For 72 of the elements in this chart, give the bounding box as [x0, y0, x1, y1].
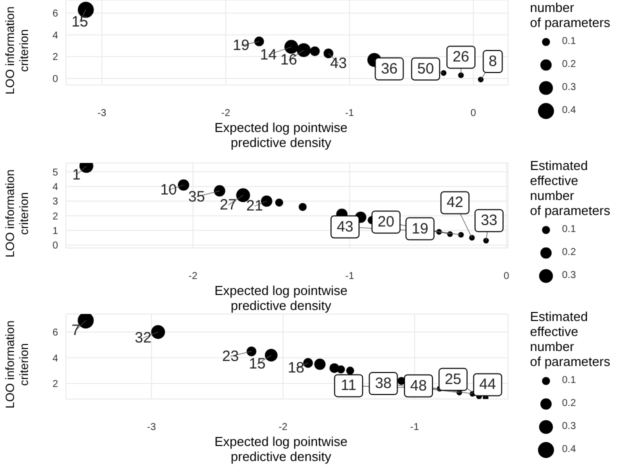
annotation: 36	[380, 60, 398, 78]
annotation: 10	[160, 181, 177, 198]
annotation: 19	[412, 220, 428, 238]
legend-label: 0.4	[562, 444, 576, 455]
x-axis-title: Expected log pointwise predictive density	[214, 283, 348, 313]
y-tick-label: 4	[52, 30, 58, 42]
annotation: 35	[188, 188, 205, 206]
legend-label: 0.2	[562, 398, 576, 409]
y-tick-label: 6	[52, 328, 58, 339]
annotation: 43	[330, 54, 347, 72]
x-tick-label: -1	[345, 108, 354, 120]
legend-title: Estimated effective number of parameters	[530, 309, 610, 369]
y-tick-label: 2	[52, 379, 58, 390]
x-axis-title: Expected log pointwise predictive density	[214, 120, 348, 150]
y-tick-label: 6	[52, 8, 58, 20]
annotation: 48	[410, 377, 427, 394]
legend-label: 0.1	[562, 224, 576, 235]
annotation: 26	[452, 48, 470, 66]
legend-label: 0.2	[562, 59, 576, 70]
legend-label: 0.4	[562, 105, 576, 116]
y-axis-title: LOO information criterion	[3, 320, 31, 409]
y-tick-label: 0	[52, 74, 58, 86]
legend-label: 0.1	[562, 36, 576, 47]
x-tick-label: -2	[278, 422, 288, 434]
y-tick-label: 0	[52, 240, 58, 252]
legend-label: 0.1	[562, 375, 576, 386]
x-tick-label: -2	[188, 271, 198, 282]
y-tick-label: 3	[52, 196, 58, 208]
x-tick-label: -3	[97, 108, 107, 120]
y-tick-label: 4	[52, 182, 58, 193]
annotation: 15	[71, 13, 88, 30]
annotation: 15	[248, 356, 266, 373]
annotation: 16	[280, 52, 298, 69]
legend-title: number of parameters	[530, 0, 610, 30]
annotation: 33	[480, 212, 498, 230]
annotation: 32	[134, 330, 152, 347]
annotation: 21	[246, 198, 263, 215]
annotation: 19	[232, 36, 250, 54]
x-tick-label: -1	[345, 271, 355, 282]
annotation: 23	[222, 348, 239, 365]
annotation: 50	[417, 60, 434, 78]
y-tick-label: 5	[52, 167, 58, 178]
annotation: 1	[72, 166, 81, 184]
legend-label: 0.3	[562, 270, 576, 281]
annotation: 25	[444, 370, 462, 388]
x-tick-label: 0	[470, 108, 477, 120]
annotation: 38	[374, 375, 392, 392]
annotation: 43	[336, 218, 354, 236]
annotation: 42	[446, 194, 464, 212]
annotation: 8	[488, 53, 497, 70]
y-tick-label: 4	[52, 353, 58, 364]
legend-label: 0.2	[562, 247, 576, 258]
legend-label: 0.3	[562, 82, 576, 93]
annotation: 11	[340, 377, 356, 394]
annotation: 7	[72, 322, 80, 339]
annotation: 14	[260, 46, 277, 64]
annotation: 18	[288, 359, 304, 376]
annotation: 27	[220, 196, 236, 214]
x-tick-label: -3	[147, 422, 156, 434]
x-tick-label: -1	[410, 422, 420, 434]
y-tick-label: 2	[52, 52, 58, 64]
y-tick-label: 2	[52, 211, 58, 222]
y-tick-label: 1	[52, 226, 58, 237]
y-axis-title: LOO information criterion	[3, 169, 31, 258]
x-axis-title: Expected log pointwise predictive density	[214, 434, 348, 464]
x-tick-label: -2	[221, 108, 231, 120]
legend-label: 0.3	[562, 421, 576, 432]
annotation: 20	[378, 214, 394, 231]
legend-title: Estimated effective number of parameters	[530, 158, 610, 218]
x-tick-label: 0	[504, 271, 510, 282]
annotation: 44	[479, 376, 496, 394]
y-axis-title: LOO information criterion	[3, 6, 31, 95]
